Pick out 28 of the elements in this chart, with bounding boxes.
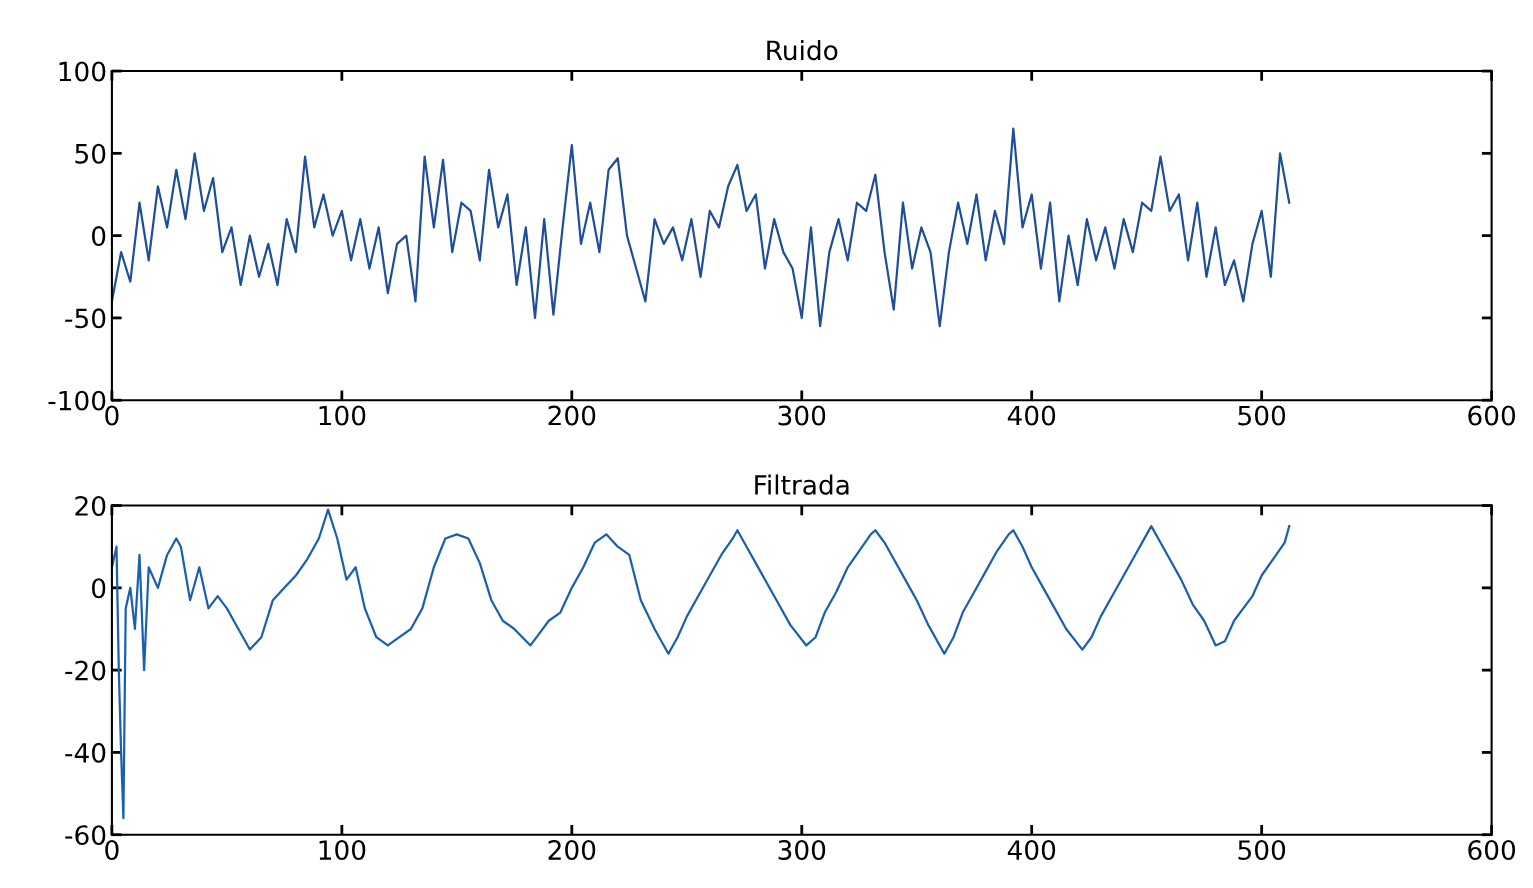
x-tick-label: 400: [1007, 840, 1056, 861]
y-tick-label: -20: [65, 660, 106, 681]
y-tick-label: -50: [65, 308, 106, 329]
x-tick-label: 600: [1468, 840, 1516, 861]
x-tick-label: 200: [548, 405, 596, 426]
chart-title: Ruido: [767, 39, 838, 61]
x-tick-label: 500: [1238, 405, 1286, 426]
y-tick-label: 20: [75, 495, 106, 516]
x-tick-label: 300: [778, 405, 826, 426]
x-tick-label: 600: [1468, 405, 1516, 426]
chart-title: Filtrada: [755, 474, 849, 495]
y-tick-label: 100: [59, 61, 106, 82]
x-tick-label: 500: [1238, 840, 1286, 861]
y-tick-label: 0: [92, 578, 106, 599]
x-tick-label: 200: [548, 840, 596, 861]
x-tick-label: 400: [1007, 405, 1056, 426]
x-tick-label: 100: [319, 840, 366, 861]
y-tick-label: -40: [65, 742, 106, 763]
y-tick-label: 50: [75, 143, 106, 164]
x-tick-label: 100: [319, 405, 366, 426]
x-tick-label: 0: [105, 840, 119, 861]
y-tick-label: 0: [92, 226, 106, 247]
line-series: [111, 508, 1291, 820]
x-tick-label: 0: [105, 405, 119, 426]
y-tick-label: -60: [65, 825, 106, 846]
line-series: [111, 127, 1291, 328]
x-tick-label: 300: [778, 840, 826, 861]
y-tick-label: -100: [48, 390, 106, 411]
